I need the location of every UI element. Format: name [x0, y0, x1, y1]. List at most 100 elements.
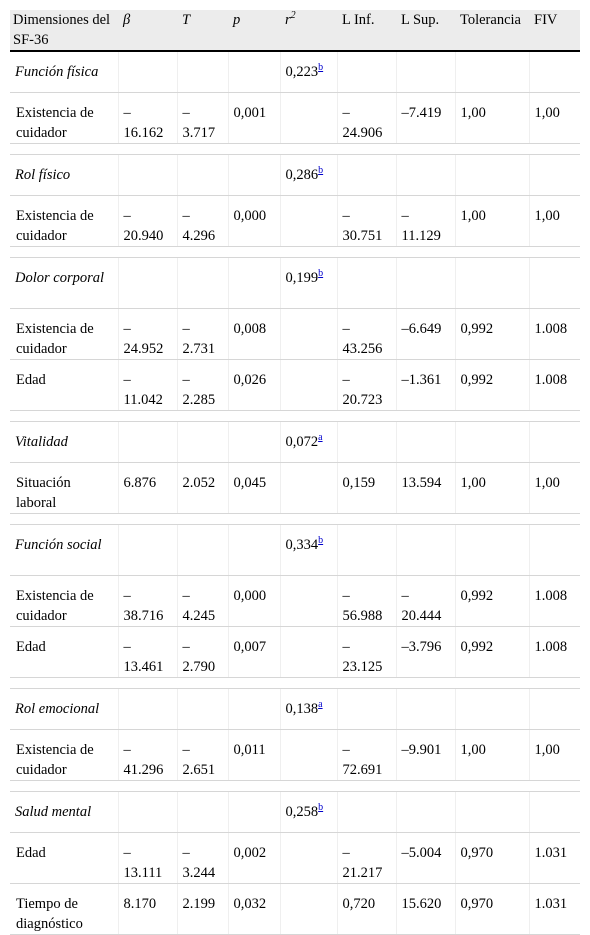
linf-cell: – 56.988 — [336, 575, 396, 627]
group-spacer — [10, 143, 580, 155]
r2-value: 0,138 — [285, 701, 319, 717]
footnote-marker: b — [318, 802, 323, 813]
empty-cell — [528, 51, 580, 93]
spacer-cell — [10, 410, 580, 422]
linf-cell: – 43.256 — [336, 308, 396, 360]
variable-label: Edad — [10, 832, 118, 884]
empty-cell — [454, 154, 529, 196]
r2-value: 0,199 — [285, 270, 319, 286]
empty-cell — [454, 51, 529, 93]
lsup-cell: – 11.129 — [395, 195, 455, 247]
empty-cell — [117, 154, 177, 196]
variable-label: Existencia de cuidador — [10, 92, 118, 144]
lsup-cell: –6.649 — [395, 308, 455, 360]
group-spacer — [10, 513, 580, 525]
table-row: Edad – 11.042– 2.285 0,026 – 20.723 –1.361 0,… — [10, 359, 580, 411]
lsup-cell: 15.620 — [395, 883, 455, 935]
linf-cell: – 72.691 — [336, 729, 396, 781]
empty-cell — [336, 154, 396, 196]
tolerancia-cell: 0,992 — [454, 308, 529, 360]
table-row: Situación laboral 6.876 2.052 0,045 0,159 13.… — [10, 462, 580, 514]
footnote-link[interactable]: b — [318, 165, 324, 177]
spacer-cell — [10, 143, 580, 155]
tolerancia-cell: 0,970 — [454, 883, 529, 935]
empty-cell — [176, 688, 228, 730]
section-row: Dolor corporal 0,199b — [10, 257, 580, 309]
section-r2: 0,286b — [279, 154, 337, 196]
fiv-cell: 1.008 — [528, 626, 580, 678]
r2-value: 0,334 — [285, 537, 319, 553]
tolerancia-cell: 0,992 — [454, 626, 529, 678]
variable-label: Situación laboral — [10, 462, 118, 514]
r2-cell — [279, 832, 337, 884]
r2-cell — [279, 626, 337, 678]
group-spacer — [10, 780, 580, 792]
section-row: Vitalidad 0,072a — [10, 421, 580, 463]
footnote-marker: b — [318, 165, 323, 176]
empty-cell — [176, 51, 228, 93]
footnote-link[interactable]: a — [318, 699, 323, 711]
linf-cell: – 23.125 — [336, 626, 396, 678]
empty-cell — [176, 524, 228, 576]
r2-cell — [279, 883, 337, 935]
p-cell: 0,002 — [227, 832, 280, 884]
empty-cell — [395, 524, 455, 576]
section-r2: 0,072a — [279, 421, 337, 463]
footnote-marker: a — [318, 432, 322, 443]
col-header-linf: L Inf. — [337, 10, 396, 52]
empty-cell — [395, 688, 455, 730]
empty-cell — [528, 688, 580, 730]
r2-value: 0,072 — [285, 434, 319, 450]
footnote-link[interactable]: b — [318, 535, 324, 547]
section-row: Función social 0,334b — [10, 524, 580, 576]
section-r2: 0,199b — [279, 257, 337, 309]
empty-cell — [117, 421, 177, 463]
empty-cell — [336, 524, 396, 576]
footnote-link[interactable]: b — [318, 802, 324, 814]
table-row: Edad – 13.461– 2.790 0,007 – 23.125 –3.796 0,… — [10, 626, 580, 678]
table-row: Tiempo de diagnóstico 8.170 2.199 0,032 0,72… — [10, 883, 580, 935]
table-row: Edad – 13.111– 3.244 0,002 – 21.217 –5.004 0,… — [10, 832, 580, 884]
beta-cell: 8.170 — [117, 883, 177, 935]
p-cell: 0,032 — [227, 883, 280, 935]
empty-cell — [227, 421, 280, 463]
empty-cell — [528, 791, 580, 833]
r2-value: 0,286 — [285, 167, 319, 183]
t-cell: 2.052 — [176, 462, 228, 514]
section-r2: 0,138a — [279, 688, 337, 730]
section-row: Salud mental 0,258b — [10, 791, 580, 833]
section-name: Dolor corporal — [10, 257, 118, 309]
p-cell: 0,026 — [227, 359, 280, 411]
tolerancia-cell: 0,992 — [454, 575, 529, 627]
empty-cell — [395, 257, 455, 309]
footnote-link[interactable]: b — [318, 62, 324, 74]
t-cell: – 2.285 — [176, 359, 228, 411]
p-cell: 0,000 — [227, 575, 280, 627]
r2-cell — [279, 462, 337, 514]
footnote-link[interactable]: b — [318, 268, 324, 280]
empty-cell — [117, 524, 177, 576]
beta-cell: – 13.111 — [117, 832, 177, 884]
fiv-cell: 1,00 — [528, 92, 580, 144]
variable-label: Existencia de cuidador — [10, 575, 118, 627]
footnote-link[interactable]: a — [318, 432, 323, 444]
lsup-cell: –3.796 — [395, 626, 455, 678]
section-name: Función social — [10, 524, 118, 576]
section-row: Rol físico 0,286b — [10, 154, 580, 196]
empty-cell — [336, 688, 396, 730]
col-header-tolerancia: Tolerancia — [455, 10, 529, 52]
section-row: Función física 0,223b — [10, 51, 580, 93]
group-spacer — [10, 246, 580, 258]
empty-cell — [117, 257, 177, 309]
regression-table: Dimensiones del SF-36 β T p r2 L Inf. L … — [10, 10, 580, 935]
col-header-lsup: L Sup. — [396, 10, 455, 52]
empty-cell — [454, 791, 529, 833]
col-header-dimension: Dimensiones del SF-36 — [10, 10, 118, 52]
lsup-cell: –1.361 — [395, 359, 455, 411]
table-row: Existencia de cuidador – 16.162– 3.717 0,0… — [10, 92, 580, 144]
empty-cell — [395, 791, 455, 833]
beta-cell: – 41.296 — [117, 729, 177, 781]
empty-cell — [454, 524, 529, 576]
empty-cell — [176, 154, 228, 196]
empty-cell — [336, 257, 396, 309]
